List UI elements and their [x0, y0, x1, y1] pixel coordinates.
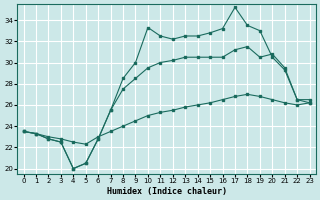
X-axis label: Humidex (Indice chaleur): Humidex (Indice chaleur): [107, 187, 227, 196]
